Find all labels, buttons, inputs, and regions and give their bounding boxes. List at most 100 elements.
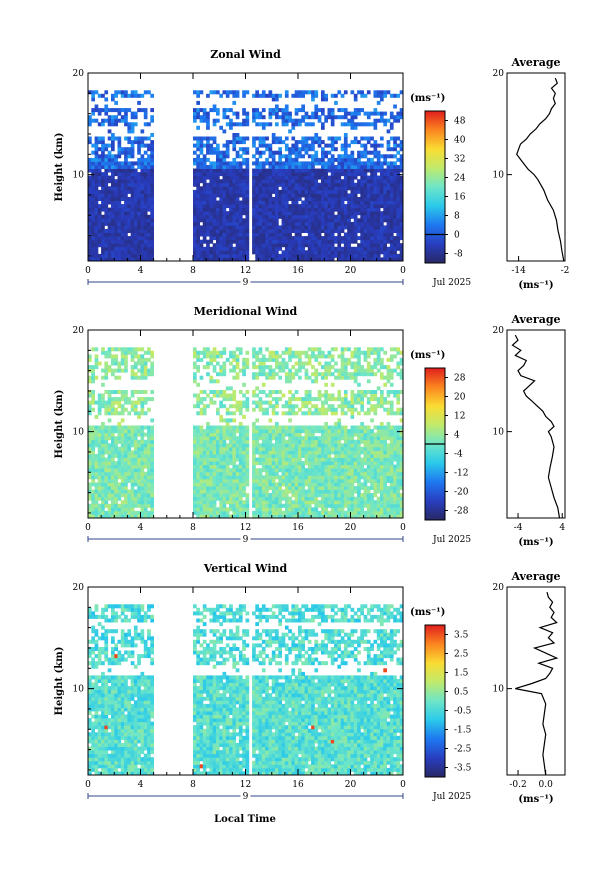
meridional-colorbar-label: -28 [454,507,469,517]
vertical-profile-title: Average [510,570,560,583]
meridional-colorbar-label: -4 [454,450,463,460]
vertical-profile-line [515,591,559,776]
meridional-profile-xlabel: (ms⁻¹) [518,537,553,548]
meridional-profile-ytick-label: 20 [493,326,505,336]
zonal-profile-title: Average [510,56,560,69]
meridional-date-label: Jul 2025 [432,535,471,545]
meridional-colorbar-label: -20 [454,488,469,498]
zonal-profile-xtick-label: -2 [561,266,570,276]
zonal-colorbar [424,110,446,264]
zonal-profile-xtick-label: -14 [511,266,526,276]
vertical-field [88,604,404,776]
vertical-colorbar-label: -1.5 [454,726,472,736]
meridional-day-marker-bg [240,534,251,544]
meridional-xtick-label: 0 [85,523,91,533]
vertical-profile-xlabel: (ms⁻¹) [518,794,553,805]
vertical-profile-ytick-label: 20 [493,583,505,593]
meridional-xtick-label: 12 [240,523,251,533]
zonal-profile-ytick-label: 20 [493,69,505,79]
vertical-colorbar-label: 3.5 [454,631,469,641]
meridional-ytick-label: 10 [73,428,85,438]
vertical-day-marker: 9 [243,792,249,802]
vertical-day-marker-bg [240,791,251,801]
meridional-title: Meridional Wind [194,305,298,318]
meridional-unit-label: (ms⁻¹) [410,350,445,361]
zonal-xtick-label: 20 [345,266,357,276]
zonal-profile-frame [506,72,566,262]
zonal-colorbar-label: 48 [454,117,466,127]
zonal-profile-ytick-label: 10 [493,171,505,181]
zonal-day-marker: 9 [243,278,249,288]
meridional-day-marker: 9 [243,535,249,545]
vertical-colorbar [424,624,446,778]
meridional-day-line-ends [87,536,404,542]
zonal-unit-label: (ms⁻¹) [410,93,445,104]
meridional-ytick-label: 20 [73,326,85,336]
zonal-ytick-label: 20 [73,69,85,79]
vertical-profile-frame [506,586,566,776]
meridional-profile-frame [506,329,566,519]
vertical-unit-label: (ms⁻¹) [410,607,445,618]
vertical-xtick-label: 8 [190,780,196,790]
vertical-ylabel: Height (km) [54,647,65,716]
meridional-profile-title: Average [510,313,560,326]
vertical-colorbar-label: 0.5 [454,688,469,698]
meridional-profile-xtick-label: 4 [559,523,565,533]
zonal-xtick-label: 0 [400,266,406,276]
zonal-colorbar-label: 0 [454,231,460,241]
vertical-ytick-label: 10 [73,685,85,695]
meridional-colorbar-label: 28 [454,374,466,384]
meridional-colorbar-label: 12 [454,412,465,422]
zonal-colorbar-label: 32 [454,155,465,165]
x-axis-label: Local Time [214,814,276,825]
meridional-xtick-label: 4 [138,523,144,533]
meridional-colorbar-label: 20 [454,393,466,403]
zonal-colorbar-label: -8 [454,250,463,260]
vertical-colorbar-label: -0.5 [454,707,472,717]
vertical-panel: Vertical Wind 0 4 8 12 16 20 0 20 10 Height (km) 9 J… [54,562,566,805]
meridional-xtick-label: 20 [345,523,357,533]
zonal-xtick-label: 8 [190,266,196,276]
vertical-xtick-label: 4 [138,780,144,790]
vertical-xtick-label: 20 [345,780,357,790]
vertical-xtick-label: 0 [400,780,406,790]
zonal-title: Zonal Wind [210,48,281,61]
zonal-xtick-label: 0 [85,266,91,276]
zonal-xtick-label: 12 [240,266,251,276]
vertical-day-line-ends [87,793,404,799]
vertical-colorbar-label: 2.5 [454,650,469,660]
meridional-profile-line [511,334,561,519]
vertical-xtick-label: 16 [292,780,304,790]
meridional-profile-xtick-label: -4 [514,523,523,533]
zonal-profile-line [516,77,565,262]
zonal-day-line-ends [87,279,404,285]
zonal-colorbar-label: 40 [454,136,466,146]
zonal-colorbar-label: 8 [454,212,460,222]
meridional-xtick-label: 0 [400,523,406,533]
zonal-ylabel: Height (km) [54,133,65,202]
meridional-xtick-label: 16 [292,523,304,533]
zonal-colorbar-label: 24 [454,174,466,184]
zonal-colorbar-label: 16 [454,193,466,203]
vertical-xtick-label: 12 [240,780,251,790]
meridional-ylabel: Height (km) [54,390,65,459]
meridional-field [88,347,404,519]
vertical-ytick-label: 20 [73,583,85,593]
vertical-profile-xtick-label: -0.2 [509,780,526,790]
zonal-xtick-label: 4 [138,266,144,276]
vertical-colorbar-label: -2.5 [454,745,472,755]
zonal-profile-xlabel: (ms⁻¹) [518,280,553,291]
meridional-colorbar-label: 4 [454,431,460,441]
zonal-xtick-label: 16 [292,266,304,276]
zonal-date-label: Jul 2025 [432,278,471,288]
meridional-panel: Meridional Wind 0 4 8 12 16 20 0 20 10 Height (km)… [54,305,566,548]
vertical-profile-xtick-label: 0.0 [539,780,554,790]
vertical-xtick-label: 0 [85,780,91,790]
meridional-colorbar-label: -12 [454,469,469,479]
zonal-day-marker-bg [240,277,251,287]
zonal-field [88,90,404,262]
vertical-colorbar-label: -3.5 [454,764,472,774]
meridional-profile-ytick-label: 10 [493,428,505,438]
